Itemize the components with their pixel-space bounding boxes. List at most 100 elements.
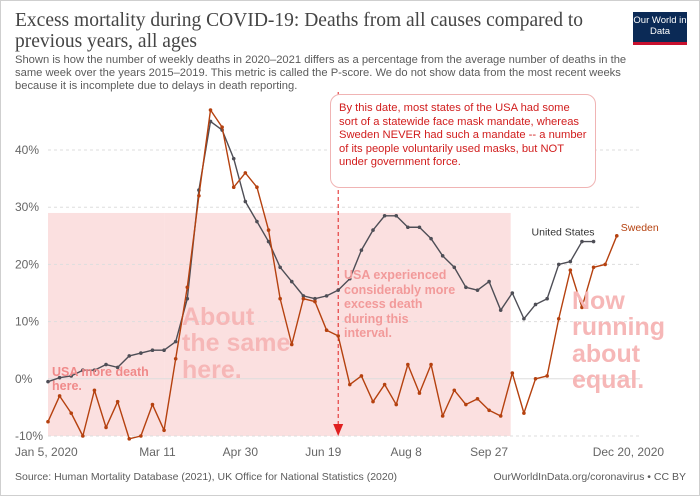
data-point-united-states (57, 375, 62, 380)
owid-logo[interactable]: Our World in Data (633, 12, 687, 42)
data-point-united-states (533, 302, 538, 307)
owid-logo-bar (633, 42, 687, 45)
data-point-sweden (382, 382, 387, 387)
data-point-sweden (603, 262, 607, 267)
data-point-united-states (556, 262, 561, 267)
data-point-united-states (382, 214, 387, 218)
chart-subtitle: Shown is how the number of weekly deaths… (15, 54, 627, 92)
data-point-sweden (591, 265, 596, 270)
y-tick-label: 30% (15, 200, 39, 214)
chart-title: Excess mortality during COVID-19: Deaths… (15, 10, 584, 52)
data-point-sweden (243, 171, 248, 175)
data-point-sweden (359, 374, 364, 378)
data-point-united-states (475, 288, 480, 292)
data-point-united-states (289, 279, 294, 284)
data-point-sweden (46, 419, 50, 424)
data-point-united-states (173, 339, 178, 344)
data-point-united-states (591, 239, 596, 244)
data-point-united-states (440, 254, 445, 258)
data-point-sweden (301, 296, 306, 301)
data-point-sweden (324, 328, 329, 332)
data-point-sweden (371, 399, 375, 404)
data-point-sweden (556, 316, 561, 321)
data-point-sweden (417, 391, 422, 395)
data-point-united-states (46, 379, 50, 384)
annotation-usa-more-mid: USA experienced considerably more excess… (344, 268, 456, 340)
data-point-united-states (371, 228, 375, 232)
data-point-sweden (452, 388, 457, 393)
data-point-sweden (440, 414, 445, 418)
data-point-united-states (231, 156, 236, 161)
data-point-united-states (406, 225, 410, 230)
data-point-united-states (336, 288, 340, 292)
data-point-united-states (92, 368, 97, 373)
data-point-united-states (522, 316, 526, 321)
y-tick-label: 0% (15, 372, 33, 386)
data-point-united-states (417, 225, 422, 230)
data-point-sweden (394, 402, 399, 407)
data-point-united-states (324, 294, 329, 298)
data-point-sweden (150, 402, 155, 407)
data-point-sweden (498, 414, 503, 418)
x-tick-label: Dec 20, 2020 (593, 445, 665, 459)
data-point-sweden (115, 399, 120, 404)
data-point-sweden (429, 362, 433, 367)
data-point-united-states (139, 351, 143, 355)
data-point-sweden (580, 305, 584, 310)
data-point-sweden (104, 425, 108, 430)
data-point-united-states (568, 259, 573, 264)
data-point-sweden (475, 397, 480, 401)
data-point-sweden (231, 185, 236, 190)
data-point-united-states (127, 354, 132, 358)
data-point-united-states (498, 308, 503, 312)
x-tick-label: Apr 30 (223, 445, 259, 459)
y-tick-label: 40% (15, 143, 39, 157)
series-line-united-states (47, 120, 594, 383)
data-point-united-states (255, 219, 259, 224)
data-point-united-states (266, 239, 271, 244)
data-point-sweden (614, 234, 619, 238)
data-point-sweden (406, 362, 410, 367)
data-point-sweden (348, 382, 352, 387)
data-point-sweden (208, 108, 213, 112)
data-point-united-states (394, 214, 399, 218)
y-tick-label: -10% (15, 429, 43, 443)
data-point-sweden (545, 374, 549, 378)
data-point-sweden (197, 193, 201, 198)
series-label-united-states: United States (532, 227, 595, 239)
series-label-sweden: Sweden (621, 222, 659, 234)
data-point-sweden (81, 434, 85, 438)
x-tick-label: Aug 8 (391, 445, 423, 459)
annotation-about-same: About the same here. (182, 303, 291, 384)
credit-link[interactable]: OurWorldInData.org/coronavirus • CC BY (493, 471, 686, 483)
data-point-united-states (69, 374, 74, 378)
data-point-united-states (301, 294, 306, 298)
data-point-united-states (185, 296, 190, 301)
data-point-united-states (243, 199, 248, 204)
annotation-usa-more-early: USA more death here. (52, 365, 149, 393)
data-point-united-states (510, 291, 515, 295)
y-tick-label: 20% (15, 257, 39, 271)
data-point-united-states (81, 368, 85, 373)
highlight-interval-0 (48, 212, 165, 436)
data-point-united-states (545, 296, 549, 301)
data-point-united-states (464, 285, 468, 290)
data-point-sweden (255, 185, 259, 190)
mask-mandate-callout: By this date, most states of the USA had… (330, 94, 596, 188)
data-point-sweden (220, 125, 224, 129)
data-point-sweden (139, 434, 143, 438)
x-tick-label: Sep 27 (470, 445, 508, 459)
data-point-united-states (313, 296, 317, 301)
highlight-interval-2 (338, 212, 511, 436)
data-point-sweden (57, 394, 62, 398)
source-note: Source: Human Mortality Database (2021),… (15, 471, 398, 483)
data-point-united-states (429, 236, 433, 241)
data-point-united-states (348, 276, 352, 281)
data-point-sweden (92, 388, 97, 393)
data-point-sweden (522, 411, 526, 415)
data-point-united-states (487, 279, 491, 284)
data-point-united-states (580, 239, 584, 244)
data-point-sweden (464, 402, 468, 407)
data-point-sweden (336, 334, 340, 338)
